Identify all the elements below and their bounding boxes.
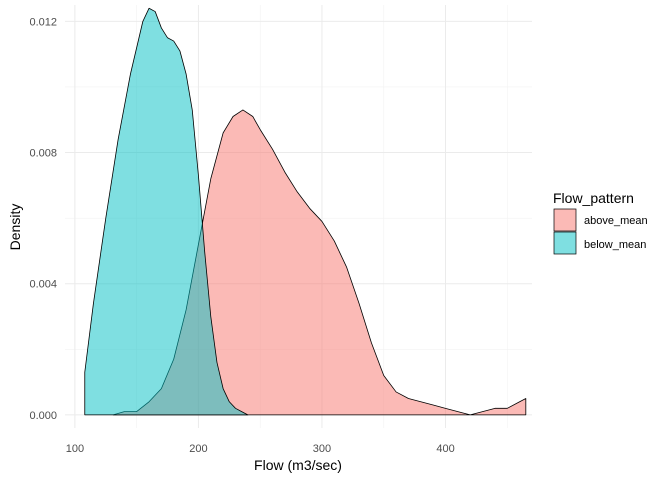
legend-key-above-mean — [553, 208, 577, 232]
x-tick-label: 400 — [436, 443, 454, 455]
x-tick-label: 100 — [66, 443, 84, 455]
y-tick-label: 0.008 — [29, 148, 57, 160]
legend: Flow_pattern above_mean below_mean — [553, 190, 648, 255]
x-tick-label: 200 — [189, 443, 207, 455]
y-tick-label: 0.012 — [29, 16, 57, 28]
y-tick-label: 0.004 — [29, 279, 57, 291]
y-axis-title: Density — [7, 204, 23, 251]
legend-label-above-mean: above_mean — [584, 215, 648, 227]
y-tick-label: 0.000 — [29, 410, 57, 422]
x-tick-label: 300 — [313, 443, 331, 455]
tick-labels: 100 200 300 400 0.000 0.004 0.008 0.012 — [29, 16, 454, 455]
legend-key-below-mean — [553, 231, 577, 255]
x-axis-title: Flow (m3/sec) — [254, 457, 342, 473]
density-area-below-mean — [84, 7, 249, 416]
legend-label-below-mean: below_mean — [584, 239, 646, 251]
density-areas — [84, 7, 527, 416]
legend-title: Flow_pattern — [553, 190, 634, 206]
